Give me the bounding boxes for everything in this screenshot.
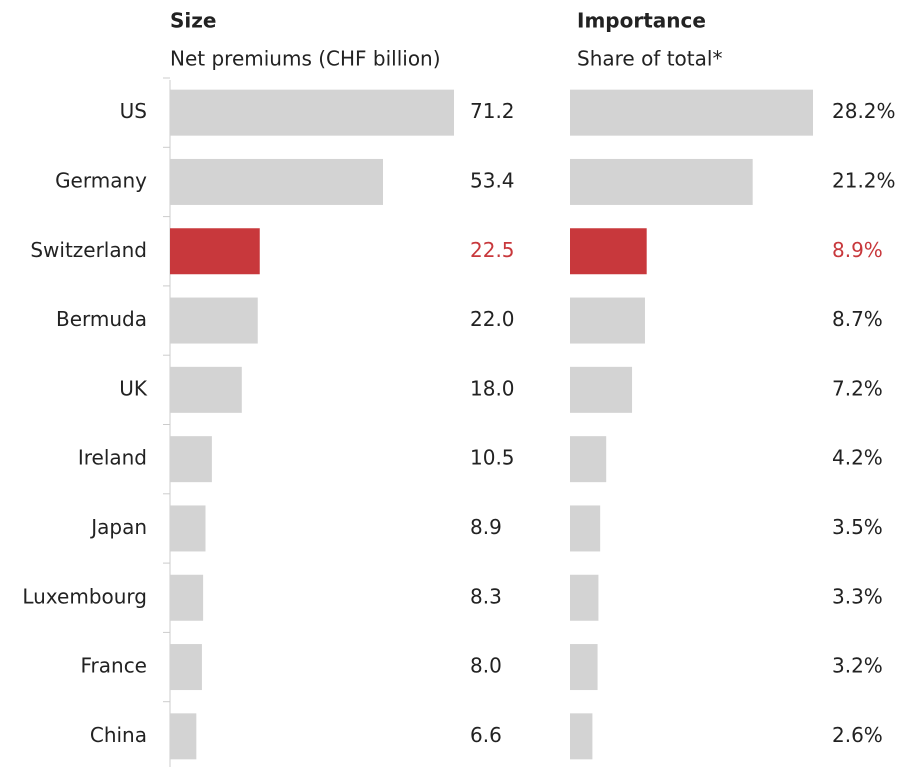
value-label: 3.5% [832,515,883,539]
category-label: France [80,654,147,678]
category-label: Japan [89,515,147,539]
chart-title: Size [170,9,216,33]
bar [170,574,204,621]
category-label: UK [119,376,148,400]
bar [570,366,633,413]
chart-subtitle: Share of total* [577,47,722,71]
chart-title: Importance [577,9,706,33]
bar [170,297,258,344]
value-label: 7.2% [832,376,883,400]
value-label: 8.0 [470,654,502,678]
bar [570,574,599,621]
value-label: 71.2 [470,99,515,123]
category-label: Switzerland [30,238,147,262]
bar [170,644,202,691]
bar [570,644,598,691]
value-label: 10.5 [470,446,515,470]
category-label: US [120,99,147,123]
bar [170,366,242,413]
value-label: 6.6 [470,723,502,747]
value-label: 3.3% [832,584,883,608]
bar [170,89,454,136]
category-label: China [90,723,147,747]
value-label: 4.2% [832,446,883,470]
value-label: 8.3 [470,584,502,608]
value-label: 28.2% [832,99,896,123]
bar [170,505,206,552]
value-label: 2.6% [832,723,883,747]
category-label: Bermuda [56,307,147,331]
value-label: 18.0 [470,376,515,400]
bar [570,228,647,275]
value-label: 53.4 [470,168,515,192]
category-label: Ireland [78,446,147,470]
value-label: 22.5 [470,238,515,262]
chart-subtitle: Net premiums (CHF billion) [170,47,441,71]
bar [170,228,260,275]
bar [570,505,601,552]
bar [170,713,197,760]
value-label: 8.9 [470,515,502,539]
value-label: 3.2% [832,654,883,678]
bar [570,158,753,205]
category-label: Luxembourg [22,584,147,608]
bar [170,436,212,483]
bar [570,713,593,760]
bar [170,158,383,205]
bar [570,297,645,344]
value-label: 21.2% [832,168,896,192]
value-label: 8.9% [832,238,883,262]
bar [570,436,607,483]
bar [570,89,813,136]
value-label: 22.0 [470,307,515,331]
category-label: Germany [55,168,147,192]
value-label: 8.7% [832,307,883,331]
